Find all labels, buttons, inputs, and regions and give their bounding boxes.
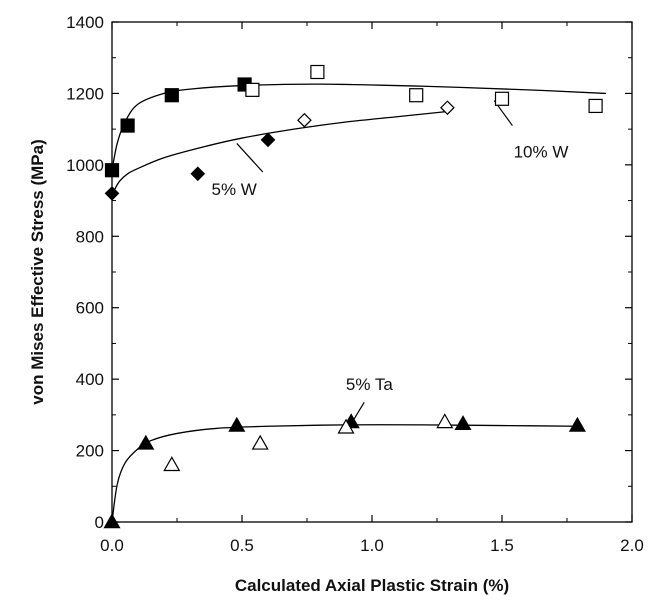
filled-triangle-marker [228, 416, 246, 432]
filled-diamond-marker [104, 186, 120, 201]
x-tick-label: 0.0 [100, 536, 124, 555]
y-tick-label: 400 [76, 370, 104, 389]
x-tick-label: 1.0 [360, 536, 384, 555]
x-tick-labels: 0.0 0.5 1.0 1.5 2.0 [100, 536, 644, 555]
y-tick-label: 0 [95, 513, 104, 532]
axis-ticks [111, 21, 633, 523]
filled-square-marker [120, 118, 135, 133]
y-tick-label: 1200 [66, 84, 104, 103]
y-tick-label: 1000 [66, 156, 104, 175]
y-tick-label: 1400 [66, 13, 104, 32]
x-tick-label: 2.0 [620, 536, 644, 555]
open-square-marker [409, 88, 424, 103]
filled-square-marker [164, 88, 179, 103]
filled-square-marker [104, 163, 120, 178]
x-axis-title: Calculated Axial Plastic Strain (%) [235, 576, 509, 595]
open-diamond-marker [297, 112, 312, 128]
fit-curve-2 [111, 424, 581, 523]
y-tick-label: 800 [76, 227, 104, 246]
data-markers [103, 64, 603, 529]
fit-curve-1 [111, 110, 451, 199]
annotation-label: 5% Ta [346, 375, 393, 394]
open-square-marker [494, 91, 510, 106]
x-tick-label: 0.5 [230, 536, 254, 555]
y-axis-title: von Mises Effective Stress (MPa) [28, 139, 47, 404]
annotations: 10% W 5% W 5% Ta [212, 143, 569, 394]
annotation-label: 5% W [212, 180, 257, 199]
open-triangle-marker [436, 413, 454, 429]
open-diamond-marker [440, 100, 455, 116]
open-triangle-marker [163, 456, 181, 472]
open-triangle-marker [251, 434, 269, 450]
filled-triangle-marker [103, 513, 121, 529]
filled-diamond-marker [260, 132, 276, 148]
y-tick-label: 200 [76, 442, 104, 461]
x-tick-label: 1.5 [490, 536, 514, 555]
filled-triangle-marker [568, 416, 586, 432]
y-tick-label: 600 [76, 299, 104, 318]
filled-diamond-marker [190, 166, 206, 182]
open-square-marker [588, 98, 603, 114]
open-triangle-marker [337, 418, 355, 434]
open-square-marker [245, 82, 260, 97]
plot-frame [111, 21, 633, 523]
annotation-pointer [236, 143, 264, 173]
filled-triangle-marker [454, 415, 472, 431]
open-square-marker [310, 64, 325, 80]
annotation-label: 10% W [514, 143, 569, 162]
filled-triangle-marker [137, 434, 155, 450]
y-tick-labels: 0 200 400 600 800 1000 1200 1400 [66, 13, 104, 532]
